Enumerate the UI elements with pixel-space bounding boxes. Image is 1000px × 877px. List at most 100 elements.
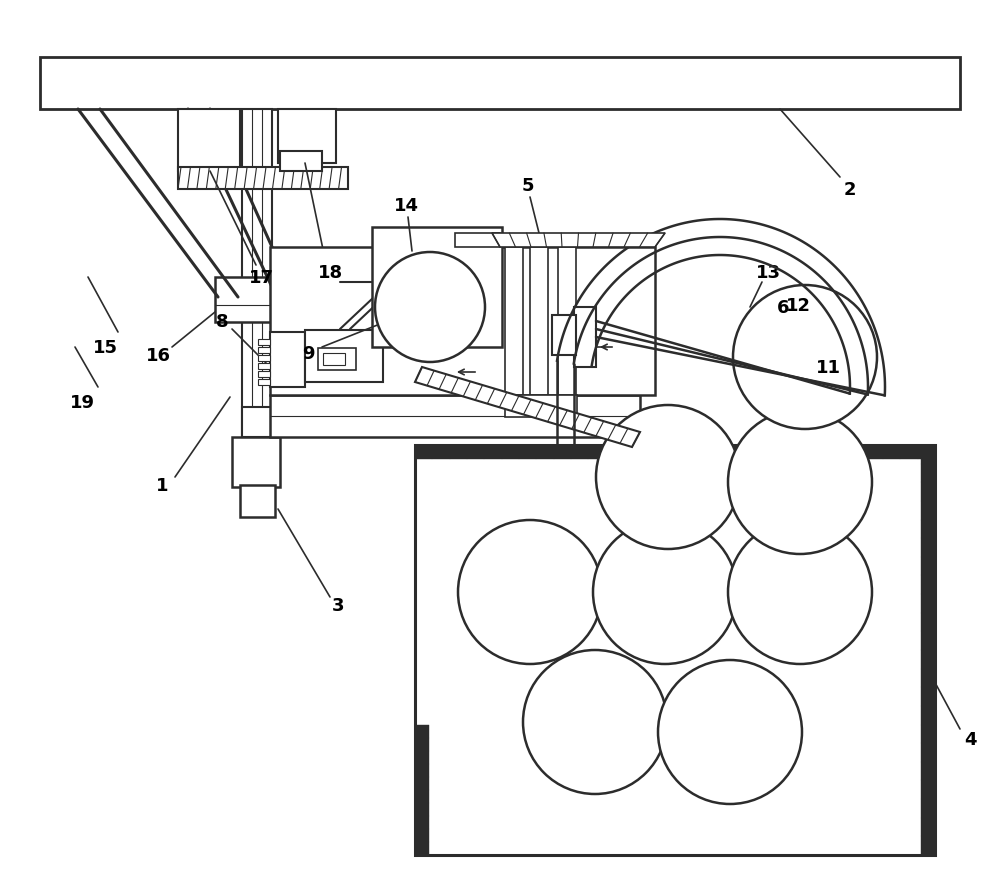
Text: 19: 19	[70, 394, 95, 411]
Bar	[318, 348, 356, 371]
Polygon shape	[921, 595, 935, 613]
Bar	[258, 339, 270, 346]
Polygon shape	[921, 724, 935, 744]
Circle shape	[458, 520, 602, 664]
Polygon shape	[921, 613, 935, 631]
Circle shape	[728, 410, 872, 554]
Bar	[240, 486, 275, 517]
Polygon shape	[415, 367, 640, 447]
Bar	[215, 278, 303, 323]
Polygon shape	[415, 738, 429, 751]
Text: 13: 13	[756, 264, 780, 282]
Polygon shape	[921, 762, 935, 781]
Text: 15: 15	[93, 339, 118, 357]
Bar	[415, 446, 935, 855]
Bar	[178, 110, 240, 172]
Bar	[305, 331, 383, 382]
Polygon shape	[450, 446, 467, 460]
Bar	[232, 438, 280, 488]
Text: 3: 3	[332, 596, 344, 614]
Polygon shape	[415, 751, 429, 764]
Polygon shape	[519, 446, 536, 460]
Text: 4: 4	[964, 731, 976, 748]
Polygon shape	[921, 557, 935, 576]
Circle shape	[593, 520, 737, 664]
Bar	[455, 234, 500, 247]
Text: 17: 17	[249, 268, 274, 287]
Bar	[270, 247, 655, 396]
Polygon shape	[554, 446, 571, 460]
Bar	[552, 316, 576, 355]
Bar	[178, 168, 348, 189]
Polygon shape	[415, 803, 429, 816]
Text: 9: 9	[302, 345, 314, 362]
Text: 14: 14	[394, 196, 419, 215]
Polygon shape	[571, 446, 588, 460]
Bar	[270, 396, 640, 438]
Polygon shape	[415, 816, 429, 829]
Circle shape	[596, 405, 740, 549]
Polygon shape	[658, 446, 675, 460]
Polygon shape	[814, 446, 831, 460]
Polygon shape	[415, 764, 429, 777]
Polygon shape	[675, 446, 692, 460]
Polygon shape	[921, 520, 935, 538]
Bar	[40, 58, 960, 110]
Polygon shape	[883, 446, 900, 460]
Polygon shape	[640, 446, 658, 460]
Polygon shape	[588, 446, 606, 460]
Polygon shape	[921, 799, 935, 817]
Bar	[258, 372, 270, 378]
Polygon shape	[921, 688, 935, 706]
Polygon shape	[762, 446, 779, 460]
Polygon shape	[744, 446, 762, 460]
Polygon shape	[921, 482, 935, 502]
Polygon shape	[727, 446, 744, 460]
Polygon shape	[918, 446, 935, 460]
Polygon shape	[415, 790, 429, 803]
Polygon shape	[921, 706, 935, 724]
Text: 5: 5	[522, 177, 534, 195]
Polygon shape	[921, 781, 935, 799]
Bar	[258, 347, 270, 353]
Polygon shape	[484, 446, 502, 460]
Bar	[558, 247, 576, 396]
Bar	[242, 110, 272, 317]
Circle shape	[728, 520, 872, 664]
Circle shape	[658, 660, 802, 804]
Bar	[242, 408, 272, 438]
Polygon shape	[502, 446, 519, 460]
Polygon shape	[710, 446, 727, 460]
Circle shape	[375, 253, 485, 362]
Text: 8: 8	[216, 312, 228, 331]
Polygon shape	[921, 631, 935, 650]
Circle shape	[733, 286, 877, 430]
Bar	[258, 355, 270, 361]
Polygon shape	[606, 446, 623, 460]
Polygon shape	[415, 842, 429, 855]
Polygon shape	[921, 446, 935, 464]
Polygon shape	[415, 446, 432, 460]
Text: 11: 11	[816, 359, 840, 376]
Polygon shape	[796, 446, 814, 460]
Polygon shape	[831, 446, 848, 460]
Polygon shape	[921, 669, 935, 688]
Polygon shape	[492, 234, 665, 247]
Bar	[574, 308, 596, 367]
Text: 1: 1	[156, 476, 168, 495]
Polygon shape	[779, 446, 796, 460]
Text: 12: 12	[786, 296, 810, 315]
Polygon shape	[536, 446, 554, 460]
Polygon shape	[921, 837, 935, 855]
Polygon shape	[921, 650, 935, 669]
Bar	[530, 247, 548, 396]
Polygon shape	[415, 725, 429, 738]
Bar	[505, 396, 577, 417]
Text: 16: 16	[146, 346, 171, 365]
Polygon shape	[467, 446, 484, 460]
Bar	[505, 247, 523, 396]
Text: 6: 6	[777, 299, 789, 317]
Polygon shape	[623, 446, 640, 460]
Bar	[242, 317, 272, 458]
Text: 2: 2	[844, 181, 856, 199]
